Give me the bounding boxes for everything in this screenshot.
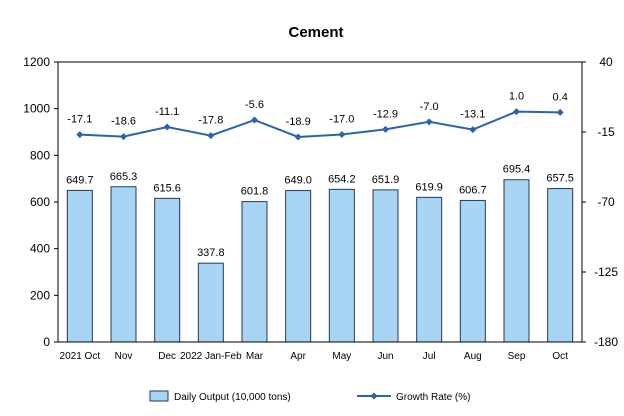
bar-value-label: 606.7	[459, 184, 487, 196]
category-label: Apr	[290, 351, 306, 362]
right-tick-label: -180	[594, 335, 618, 349]
category-label: Dec	[158, 351, 176, 362]
left-tick-label: 1200	[23, 55, 50, 69]
category-label: Nov	[115, 351, 133, 362]
left-axis-ticks: 0 200 400 600 800 1000 1200	[23, 55, 58, 349]
category-label: Aug	[464, 351, 482, 362]
legend-bar-label: Daily Output (10,000 tons)	[174, 392, 291, 403]
line-value-label: -12.9	[373, 108, 398, 120]
category-label: 2021 Oct	[60, 351, 101, 362]
left-tick-label: 200	[30, 288, 50, 302]
bar	[503, 179, 530, 343]
line-value-label: -5.6	[245, 99, 264, 111]
bar	[154, 197, 181, 343]
category-label: Jul	[423, 351, 436, 362]
line-value-label: 1.0	[509, 91, 524, 103]
growth-rate-line	[79, 110, 561, 138]
line-value-label: -11.1	[155, 106, 179, 118]
line-point-marker	[207, 132, 215, 140]
line-point-marker	[513, 108, 520, 116]
chart-title: Cement	[288, 24, 343, 41]
bar-value-label: 665.3	[110, 171, 138, 183]
bar	[547, 188, 574, 343]
legend-line-label: Growth Rate (%)	[396, 392, 470, 403]
bar-value-label: 654.2	[328, 173, 356, 185]
line-point-marker	[76, 131, 84, 139]
line-value-label: -18.9	[286, 116, 311, 128]
category-label: Jun	[377, 351, 393, 362]
line-point-marker	[120, 133, 127, 141]
left-tick-label: 600	[30, 195, 50, 209]
line-series	[76, 108, 564, 141]
bar	[241, 201, 268, 343]
bar	[110, 186, 137, 343]
bar	[416, 196, 443, 343]
bar-value-label: 651.9	[372, 174, 400, 186]
line-point-marker	[469, 126, 477, 134]
line-point-marker	[382, 125, 389, 133]
legend-line-marker	[370, 392, 378, 400]
right-tick-label: -15	[597, 125, 615, 139]
left-tick-label: 800	[30, 148, 50, 162]
bar-value-label: 695.4	[503, 164, 531, 176]
line-point-marker	[556, 108, 564, 116]
line-point-marker	[251, 116, 258, 124]
bar-value-label: 657.5	[546, 173, 574, 185]
bar	[285, 190, 312, 343]
right-tick-label: -125	[594, 265, 618, 279]
category-label: 2022 Jan-Feb	[180, 351, 242, 362]
category-label: Mar	[246, 351, 264, 362]
line-point-marker	[425, 118, 433, 126]
category-label: Oct	[552, 351, 568, 362]
category-labels: 2021 Oct Nov Dec 2022 Jan-Feb Mar Apr May Jun Ju…	[60, 351, 569, 362]
line-point-marker	[338, 131, 346, 139]
line-point-marker	[294, 133, 302, 141]
line-data-labels: -17.1 -18.6 -11.1 -17.8 -5.6 -18.9 -17.0 -12.9 -…	[67, 91, 568, 128]
bar	[328, 188, 355, 343]
line-value-label: -17.1	[67, 114, 92, 126]
bar-series	[66, 179, 574, 343]
bar-value-label: 649.0	[284, 175, 312, 187]
right-axis-ticks: -180 -125 -70 -15 40	[582, 55, 618, 349]
line-value-label: -17.8	[198, 115, 223, 127]
bar	[66, 189, 93, 343]
plot-area-frame	[57, 61, 583, 343]
bar-value-label: 337.8	[197, 247, 225, 259]
line-point-marker	[163, 123, 171, 131]
bar	[459, 199, 486, 343]
bar-value-label: 615.6	[153, 182, 181, 194]
category-label: Sep	[508, 351, 526, 362]
bar-value-label: 649.7	[66, 174, 94, 186]
line-value-label: -17.0	[329, 114, 354, 126]
legend-bar-swatch	[149, 390, 169, 402]
right-tick-label: -70	[597, 195, 615, 209]
left-tick-label: 0	[43, 335, 50, 349]
left-tick-label: 1000	[23, 102, 50, 116]
line-value-label: 0.4	[553, 91, 568, 103]
legend: Daily Output (10,000 tons) Growth Rate (…	[149, 390, 470, 403]
category-label: May	[332, 351, 351, 362]
line-value-label: -13.1	[460, 109, 485, 121]
bar-data-labels: 649.7 665.3 615.6 337.8 601.8 649.0 654.2 651.9…	[66, 164, 574, 259]
right-tick-label: 40	[599, 55, 613, 69]
bar-value-label: 601.8	[241, 186, 269, 198]
bar-value-label: 619.9	[415, 181, 443, 193]
bar	[372, 189, 399, 343]
line-value-label: -18.6	[111, 116, 136, 128]
bar	[197, 262, 224, 343]
left-tick-label: 400	[30, 242, 50, 256]
line-value-label: -7.0	[420, 101, 439, 113]
